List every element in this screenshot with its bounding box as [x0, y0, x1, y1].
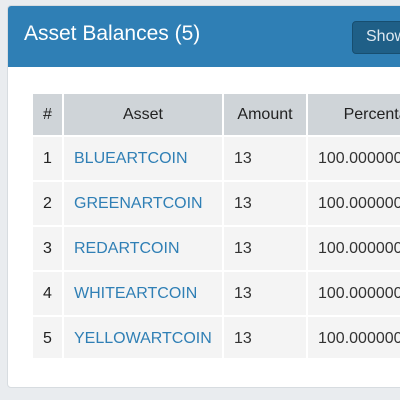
column-header-percentage[interactable]: Percentage: [306, 92, 400, 137]
asset-link[interactable]: WHITEARTCOIN: [74, 284, 198, 302]
amount-cell: 13: [222, 225, 308, 272]
row-index: 4: [31, 270, 64, 317]
asset-cell: WHITEARTCOIN: [62, 270, 224, 317]
show-button[interactable]: Show: [352, 21, 400, 54]
asset-balances-table: # Asset Amount Percentage 1 BLUEARTCOIN …: [31, 92, 400, 358]
amount-cell: 13: [222, 315, 308, 358]
asset-link[interactable]: BLUEARTCOIN: [74, 149, 188, 167]
asset-cell: YELLOWARTCOIN: [62, 315, 224, 358]
table-row: 4 WHITEARTCOIN 13 100.00000000%: [31, 270, 400, 317]
asset-link[interactable]: YELLOWARTCOIN: [74, 329, 212, 347]
amount-cell: 13: [222, 135, 308, 182]
amount-cell: 13: [222, 270, 308, 317]
panel-title: Asset Balances (5): [24, 22, 201, 45]
asset-cell: REDARTCOIN: [62, 225, 224, 272]
row-index: 2: [31, 180, 64, 227]
asset-link[interactable]: REDARTCOIN: [74, 239, 180, 257]
percentage-cell: 100.00000000%: [306, 315, 400, 358]
panel-header: Asset Balances (5) Show: [8, 6, 400, 67]
column-header-amount[interactable]: Amount: [222, 92, 308, 137]
asset-balances-panel: Asset Balances (5) Show # Asset Amount P…: [7, 5, 400, 388]
asset-cell: BLUEARTCOIN: [62, 135, 224, 182]
percentage-cell: 100.00000000%: [306, 225, 400, 272]
percentage-cell: 100.00000000%: [306, 135, 400, 182]
asset-link[interactable]: GREENARTCOIN: [74, 194, 203, 212]
percentage-cell: 100.00000000%: [306, 270, 400, 317]
table-row: 5 YELLOWARTCOIN 13 100.00000000%: [31, 315, 400, 358]
table-header-row: # Asset Amount Percentage: [31, 92, 400, 137]
table-row: 2 GREENARTCOIN 13 100.00000000%: [31, 180, 400, 227]
table-row: 3 REDARTCOIN 13 100.00000000%: [31, 225, 400, 272]
table-row: 1 BLUEARTCOIN 13 100.00000000%: [31, 135, 400, 182]
row-index: 3: [31, 225, 64, 272]
column-header-index[interactable]: #: [31, 92, 64, 137]
column-header-asset[interactable]: Asset: [62, 92, 224, 137]
asset-cell: GREENARTCOIN: [62, 180, 224, 227]
row-index: 5: [31, 315, 64, 358]
amount-cell: 13: [222, 180, 308, 227]
row-index: 1: [31, 135, 64, 182]
percentage-cell: 100.00000000%: [306, 180, 400, 227]
asset-balances-table-wrap: # Asset Amount Percentage 1 BLUEARTCOIN …: [31, 92, 400, 358]
